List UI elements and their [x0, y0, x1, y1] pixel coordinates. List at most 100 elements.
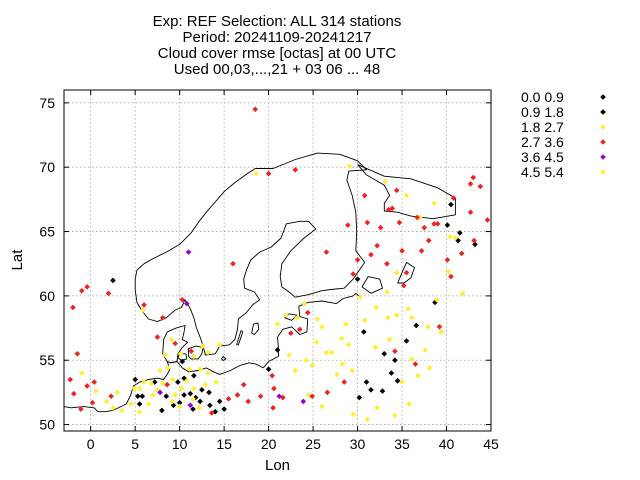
legend-marker-2 [600, 109, 606, 115]
data-point-series-1 [413, 322, 420, 329]
x-tick-label: 10 [172, 436, 188, 452]
data-point-series-5 [187, 402, 194, 409]
data-point-series-4 [450, 195, 457, 201]
data-point-series-4 [368, 251, 374, 258]
data-point-series-2 [135, 393, 141, 400]
data-point-series-3 [145, 401, 152, 407]
data-point-series-1 [190, 406, 196, 412]
data-point-series-4 [84, 383, 90, 389]
data-point-series-3 [93, 388, 99, 394]
data-point-series-4 [374, 242, 380, 249]
data-point-series-1 [392, 357, 398, 364]
y-tick-label: 55 [39, 352, 55, 368]
data-point-series-1 [206, 389, 212, 396]
data-point-series-3 [169, 398, 176, 405]
y-tick-label: 75 [39, 95, 55, 111]
data-point-series-3 [447, 233, 453, 240]
data-point-series-3 [422, 347, 428, 353]
data-point-series-1 [360, 329, 367, 335]
data-point-series-1 [191, 372, 197, 379]
data-point-series-3 [372, 344, 379, 351]
data-point-series-3 [205, 349, 211, 356]
data-point-series-4 [84, 284, 90, 290]
data-point-series-4 [70, 390, 77, 397]
data-point-series-4 [179, 296, 186, 303]
data-point-series-1 [212, 408, 219, 415]
data-point-series-3 [384, 289, 390, 295]
legend-label-1: 0.0 0.9 [521, 89, 564, 105]
data-point-series-4 [396, 219, 403, 226]
data-point-series-3 [305, 392, 312, 398]
data-point-series-3 [216, 341, 223, 348]
coastline-ladoga [361, 276, 383, 294]
data-point-series-4 [105, 290, 112, 297]
data-point-series-3 [103, 398, 110, 405]
data-point-series-4 [89, 399, 96, 406]
data-point-series-4 [434, 221, 441, 227]
coastline-oland [236, 330, 244, 346]
data-point-series-3 [438, 329, 444, 335]
data-point-series-3 [431, 200, 437, 207]
data-point-series-4 [240, 381, 247, 388]
data-point-series-4 [421, 224, 428, 231]
data-point-series-1 [132, 376, 138, 383]
data-point-series-4 [296, 326, 303, 333]
coastline-map [64, 152, 456, 413]
data-point-series-4 [458, 250, 465, 257]
data-point-series-4 [245, 398, 251, 405]
data-point-series-3 [382, 178, 388, 185]
data-point-series-3 [213, 379, 219, 385]
data-point-series-3 [452, 235, 459, 241]
data-point-series-3 [150, 392, 156, 398]
data-point-series-4 [270, 405, 276, 411]
data-point-series-1 [192, 394, 199, 401]
data-point-series-3 [136, 385, 143, 392]
data-point-series-1 [448, 201, 454, 208]
data-point-series-4 [91, 379, 98, 385]
data-point-series-4 [230, 260, 236, 267]
data-point-series-3 [110, 405, 116, 411]
data-point-series-3 [169, 376, 176, 383]
coastline-zealand [188, 345, 204, 360]
data-point-series-4 [309, 393, 315, 400]
data-point-series-3 [157, 367, 163, 374]
y-tick-label: 70 [39, 159, 55, 175]
data-point-series-4 [324, 389, 331, 396]
data-point-series-3 [119, 407, 125, 414]
data-point-series-3 [319, 323, 325, 330]
data-point-series-4 [252, 106, 259, 113]
data-point-series-4 [234, 392, 241, 398]
data-point-series-3 [183, 378, 190, 384]
data-point-series-4 [414, 214, 420, 221]
data-point-series-2 [175, 379, 181, 385]
data-point-series-3 [386, 336, 393, 343]
data-point-series-2 [274, 347, 281, 353]
data-point-series-4 [399, 248, 405, 254]
title-line-3: Cloud cover rmse [octas] at 00 UTC [158, 45, 397, 62]
coastline-gotland [251, 322, 260, 335]
data-point-series-3 [309, 362, 315, 369]
data-point-series-2 [265, 366, 272, 373]
data-point-series-4 [467, 181, 474, 187]
data-point-series-3 [197, 366, 203, 373]
grid-lines [64, 90, 492, 431]
data-point-series-4 [431, 221, 437, 227]
data-point-series-3 [459, 290, 466, 297]
y-tick-label: 50 [39, 417, 55, 433]
data-point-series-4 [467, 209, 474, 216]
data-point-series-4 [418, 248, 425, 254]
plot-frame [63, 89, 492, 432]
data-point-series-4 [403, 269, 410, 276]
y-tick-label: 60 [39, 288, 55, 304]
data-point-series-3 [148, 380, 154, 387]
data-point-series-3 [78, 370, 85, 376]
data-point-series-4 [141, 302, 147, 308]
data-point-series-4 [412, 361, 419, 367]
data-point-series-3 [409, 356, 415, 362]
data-point-series-4 [377, 224, 384, 231]
data-point-series-3 [114, 389, 121, 396]
data-point-series-3 [409, 314, 415, 321]
data-point-series-3 [346, 163, 353, 169]
data-point-series-1 [199, 387, 205, 393]
